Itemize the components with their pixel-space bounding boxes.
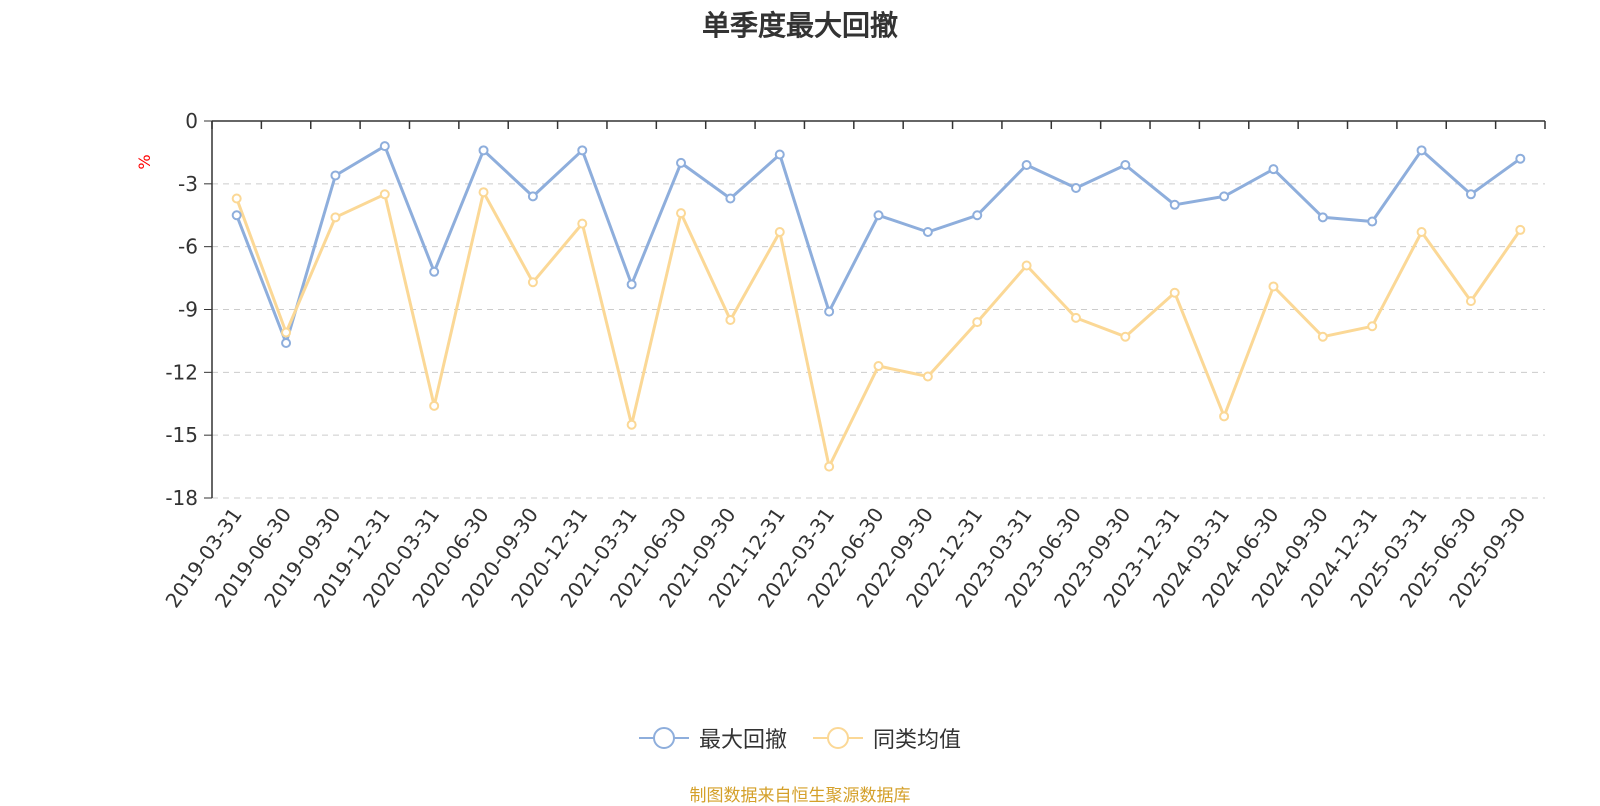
- data-point: [1268, 164, 1279, 175]
- data-point: [478, 187, 489, 198]
- data-point: [1465, 296, 1476, 307]
- data-point: [1169, 287, 1180, 298]
- data-point: [527, 277, 538, 288]
- series-lines: [235, 144, 1522, 469]
- data-point: [281, 327, 292, 338]
- data-point: [1021, 260, 1032, 271]
- data-point: [577, 218, 588, 229]
- y-tick-label: 0: [185, 109, 198, 133]
- data-point: [231, 210, 242, 221]
- data-point: [1317, 212, 1328, 223]
- data-point: [577, 145, 588, 156]
- series-line: [235, 190, 1522, 469]
- data-point: [1367, 216, 1378, 227]
- data-point: [1515, 153, 1526, 164]
- y-tick-label: -18: [165, 486, 198, 510]
- data-point: [1120, 159, 1131, 170]
- data-point: [379, 189, 390, 200]
- data-point: [330, 212, 341, 223]
- data-point: [972, 317, 983, 328]
- data-point: [1317, 331, 1328, 342]
- data-point: [527, 191, 538, 202]
- data-point: [330, 170, 341, 181]
- data-point: [824, 306, 835, 317]
- data-point: [972, 210, 983, 221]
- chart-title: 单季度最大回撤: [701, 9, 898, 42]
- data-point: [1367, 321, 1378, 332]
- data-point: [873, 361, 884, 372]
- data-point: [676, 157, 687, 168]
- data-point: [1515, 224, 1526, 235]
- legend-item-category-average[interactable]: 同类均值: [813, 722, 961, 754]
- data-point: [1465, 189, 1476, 200]
- data-point: [478, 145, 489, 156]
- data-points: [231, 141, 1526, 472]
- legend-label: 最大回撤: [698, 728, 787, 753]
- data-point: [429, 400, 440, 411]
- data-point: [873, 210, 884, 221]
- data-point: [1021, 159, 1032, 170]
- y-tick-label: -6: [178, 235, 198, 259]
- data-point: [1219, 411, 1230, 422]
- legend-line-circle-icon: [638, 727, 689, 749]
- y-tick-label: -15: [165, 423, 198, 447]
- data-point: [626, 419, 637, 430]
- data-point: [1120, 331, 1131, 342]
- series-line: [235, 144, 1522, 345]
- data-point: [1070, 183, 1081, 194]
- legend-item-max-drawdown[interactable]: 最大回撤: [638, 722, 787, 754]
- data-point: [379, 141, 390, 152]
- data-point: [922, 371, 933, 382]
- data-point: [1169, 199, 1180, 210]
- data-point: [626, 279, 637, 290]
- grid-lines: [212, 183, 1545, 499]
- y-tick-label: -9: [178, 298, 198, 322]
- data-point: [231, 193, 242, 204]
- y-axis-label: %: [135, 154, 154, 169]
- data-point: [774, 149, 785, 160]
- data-point: [725, 193, 736, 204]
- data-point: [774, 227, 785, 238]
- data-point: [1416, 145, 1427, 156]
- data-point: [824, 461, 835, 472]
- data-point: [922, 227, 933, 238]
- data-point: [281, 338, 292, 349]
- data-point: [1219, 191, 1230, 202]
- y-tick-label: -3: [178, 172, 198, 196]
- data-point: [1268, 281, 1279, 292]
- data-point: [1070, 312, 1081, 323]
- source-note: 制图数据来自恒生聚源数据库: [689, 786, 911, 806]
- legend-label: 同类均值: [873, 728, 962, 753]
- data-point: [1416, 227, 1427, 238]
- y-tick-label: -12: [165, 360, 198, 384]
- legend-line-circle-icon: [813, 727, 863, 749]
- data-point: [725, 314, 736, 325]
- axes: 0-3-6-9-12-15-182019-03-312019-06-302019…: [160, 109, 1546, 612]
- data-point: [429, 266, 440, 277]
- legend: 最大回撤 同类均值: [0, 722, 1600, 754]
- data-point: [676, 208, 687, 219]
